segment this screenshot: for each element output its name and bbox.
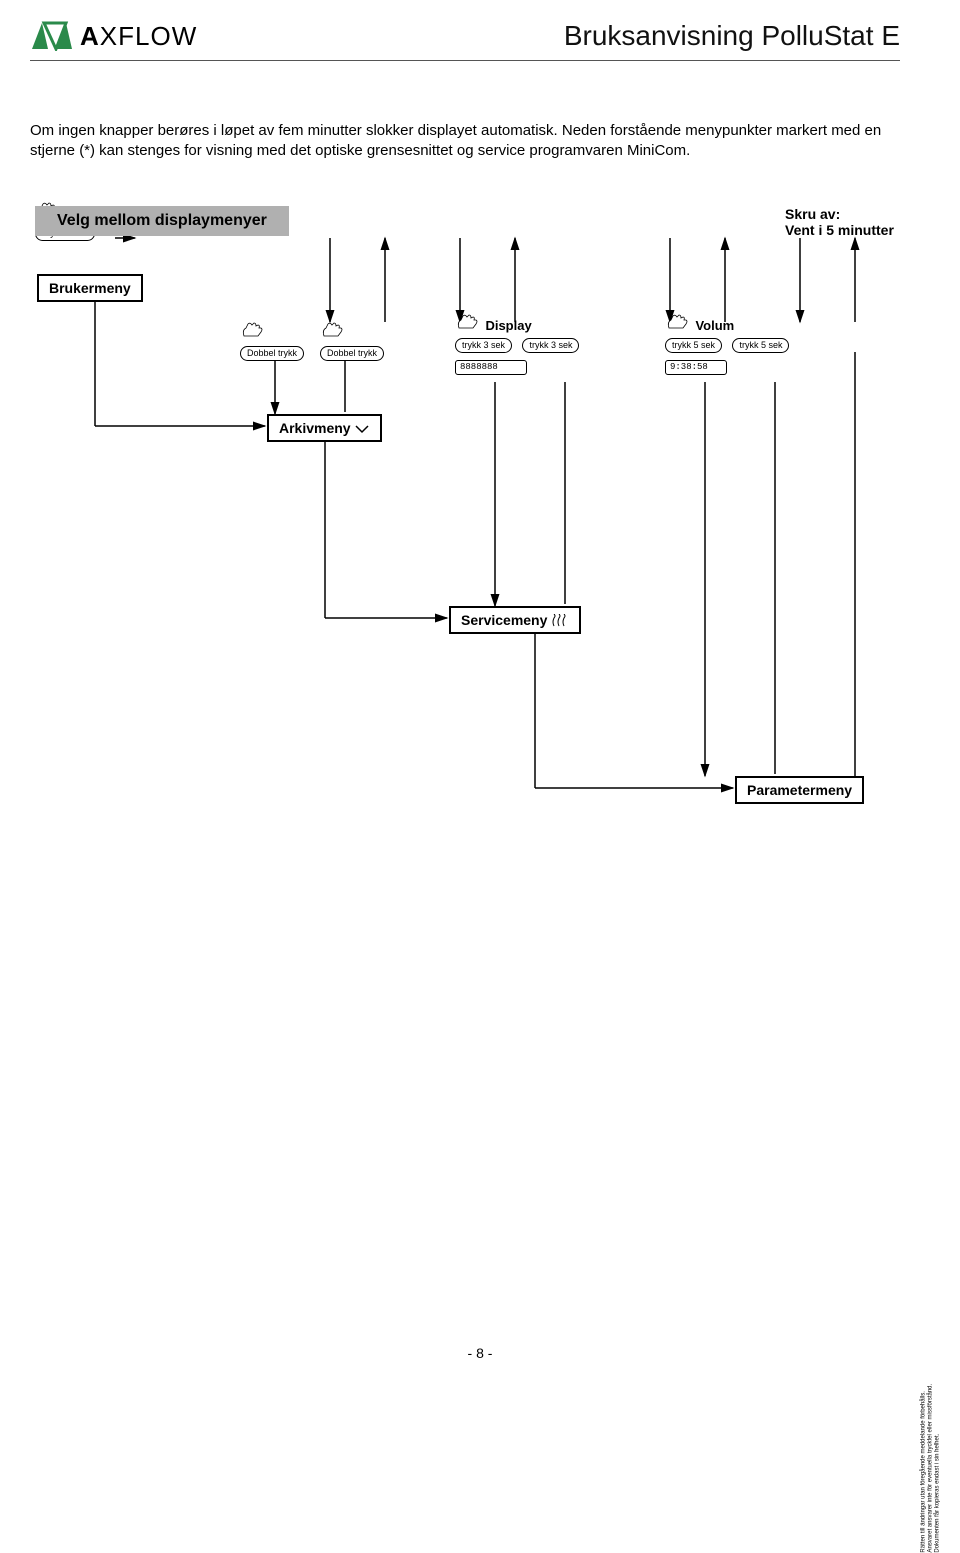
servicemeny-box: Servicemeny — [449, 606, 581, 634]
logo-a: A — [80, 21, 100, 51]
heat-icon — [551, 614, 569, 628]
skru-av-line1: Skru av: — [785, 206, 894, 222]
sidenote-2: Ansvaret ansvarer inte för eventuella tr… — [928, 1293, 935, 1553]
arkivmeny-label: Arkivmeny — [279, 420, 351, 436]
logo: AXFLOW — [30, 21, 197, 52]
page: AXFLOW Bruksanvisning PolluStat E Om ing… — [0, 0, 960, 1373]
trykk3-1: trykk 3 sek — [455, 338, 512, 353]
dobbel-trykk-2: Dobbel trykk — [320, 346, 384, 361]
volum-group: Volum trykk 5 sek trykk 5 sek — [665, 314, 789, 353]
lcd-2: 9:38:58 — [665, 360, 727, 375]
body-paragraph: Om ingen knapper berøres i løpet av fem … — [30, 121, 900, 162]
trykk3-2: trykk 3 sek — [522, 338, 579, 353]
display-label: Display — [485, 318, 531, 333]
trykk5-1: trykk 5 sek — [665, 338, 722, 353]
servicemeny-label: Servicemeny — [461, 612, 547, 628]
volum-label: Volum — [695, 318, 734, 333]
velg-mellom-box: Velg mellom displaymenyer — [35, 206, 289, 236]
sidenote-1: Rätten till ändringar utan föregående me… — [920, 1293, 927, 1553]
page-number: - 8 - — [0, 1345, 960, 1361]
chevron-down-icon — [354, 423, 370, 435]
dobbel-trykk-1: Dobbel trykk — [240, 346, 304, 361]
lcd-1: 8888888 — [455, 360, 527, 375]
dobbel-group-2: Dobbel trykk — [320, 322, 384, 361]
header-rule — [30, 60, 900, 61]
side-note: Rätten till ändringar utan föregående me… — [920, 1293, 942, 1553]
skru-av-group: Skru av: Vent i 5 minutter — [785, 206, 894, 238]
display-group: Display trykk 3 sek trykk 3 sek — [455, 314, 579, 353]
logo-flow: FLOW — [118, 21, 197, 51]
arkivmeny-box: Arkivmeny — [267, 414, 382, 442]
page-header: AXFLOW Bruksanvisning PolluStat E — [30, 20, 900, 58]
dobbel-group-1: Dobbel trykk — [240, 322, 304, 361]
document-title: Bruksanvisning PolluStat E — [564, 20, 900, 52]
hand-icon — [320, 322, 346, 338]
parametermeny-box: Parametermeny — [735, 776, 864, 804]
brukermeny-box: Brukermeny — [37, 274, 143, 302]
logo-mark-icon — [30, 21, 74, 51]
hand-icon — [455, 314, 481, 330]
trykk5-2: trykk 5 sek — [732, 338, 789, 353]
logo-x: X — [100, 21, 118, 51]
menu-diagram: Skru på Trykk 2 sek Velg mellom displaym… — [35, 202, 905, 902]
skru-av-line2: Vent i 5 minutter — [785, 222, 894, 238]
hand-icon — [665, 314, 691, 330]
hand-icon — [240, 322, 266, 338]
logo-text: AXFLOW — [80, 21, 197, 52]
sidenote-3: Dokumenten får kopieras endast i sin hel… — [935, 1293, 942, 1553]
